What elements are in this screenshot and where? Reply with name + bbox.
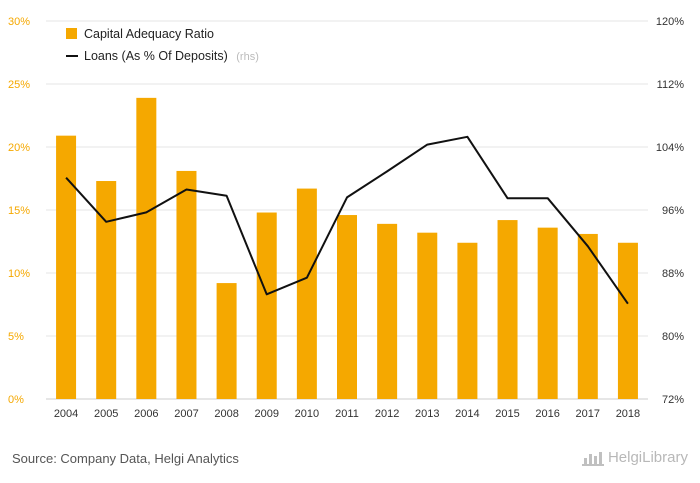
y-right-tick-label: 96% xyxy=(662,205,684,217)
bar-series xyxy=(56,97,638,400)
x-tick-label: 2005 xyxy=(94,408,118,420)
y-right-tick-label: 72% xyxy=(662,394,684,406)
x-tick-label: 2006 xyxy=(134,408,158,420)
x-tick-label: 2010 xyxy=(295,408,319,420)
y-left-tick-label: 30% xyxy=(8,16,30,28)
bar-2011 xyxy=(337,215,357,399)
x-tick-label: 2012 xyxy=(375,408,399,420)
chart-svg: 0% 5% 10% 15% 20% 25% 30% 72% 80% 88% 96% 104% 112%… xyxy=(8,16,684,420)
logo-bars-icon xyxy=(581,450,604,466)
y-left-tick-label: 10% xyxy=(8,268,30,280)
legend-swatch-bar xyxy=(66,28,77,39)
x-tick-label: 2009 xyxy=(254,408,278,420)
bar-2017 xyxy=(577,233,598,399)
y-right-tick-label: 120% xyxy=(656,16,684,28)
x-tick-label: 2004 xyxy=(54,408,78,420)
bar-2008 xyxy=(216,283,237,399)
y-right-tick-label: 104% xyxy=(656,142,684,154)
y-left-tick-label: 0% xyxy=(8,394,24,406)
x-tick-label: 2015 xyxy=(495,408,519,420)
x-tick-label: 2014 xyxy=(455,408,479,420)
y-right-tick-label: 80% xyxy=(662,331,684,343)
y-left-tick-label: 15% xyxy=(8,205,30,217)
bar-2013 xyxy=(417,232,438,399)
legend-label-bar: Capital Adequacy Ratio xyxy=(84,27,214,41)
x-tick-label: 2007 xyxy=(174,408,198,420)
bar-2009 xyxy=(256,212,277,399)
legend: Capital Adequacy Ratio Loans (As % Of De… xyxy=(66,27,259,64)
logo-text: HelgiLibrary xyxy=(607,449,688,466)
line-series xyxy=(65,135,629,305)
x-tick-label: 2011 xyxy=(335,408,359,420)
x-tick-label: 2016 xyxy=(535,408,559,420)
legend-label-line: Loans (As % Of Deposits) xyxy=(84,49,228,63)
bar-2014 xyxy=(457,242,478,399)
bar-2016 xyxy=(537,227,558,399)
x-tick-label: 2018 xyxy=(616,408,640,420)
legend-label-line-group: Loans (As % Of Deposits) (rhs) xyxy=(84,47,259,64)
bar-2015 xyxy=(497,220,518,399)
bar-2010 xyxy=(296,188,317,399)
x-axis-ticks: 2004 2005 2006 2007 2008 2009 2010 2011 2012 2013… xyxy=(54,408,640,420)
y-right-tick-label: 88% xyxy=(662,268,684,280)
bar-2007 xyxy=(176,170,197,399)
y-right-tick-label: 112% xyxy=(657,79,685,91)
bar-2012 xyxy=(377,223,398,399)
y-left-tick-label: 20% xyxy=(8,142,30,154)
left-axis-ticks: 0% 5% 10% 15% 20% 25% 30% xyxy=(8,16,30,406)
helgilibrary-logo: HelgiLibrary xyxy=(581,449,688,466)
y-left-tick-label: 25% xyxy=(8,79,30,91)
bar-2004 xyxy=(56,135,77,399)
legend-rhs-note: (rhs) xyxy=(236,51,259,63)
bar-2005 xyxy=(96,181,117,399)
bar-2006 xyxy=(136,97,157,400)
y-left-tick-label: 5% xyxy=(8,331,24,343)
x-tick-label: 2017 xyxy=(576,408,600,420)
x-tick-label: 2013 xyxy=(415,408,439,420)
source-note: Source: Company Data, Helgi Analytics xyxy=(12,451,239,466)
x-tick-label: 2008 xyxy=(214,408,238,420)
bar-2018 xyxy=(617,242,638,399)
right-axis-ticks: 72% 80% 88% 96% 104% 112% 120% xyxy=(656,16,684,406)
